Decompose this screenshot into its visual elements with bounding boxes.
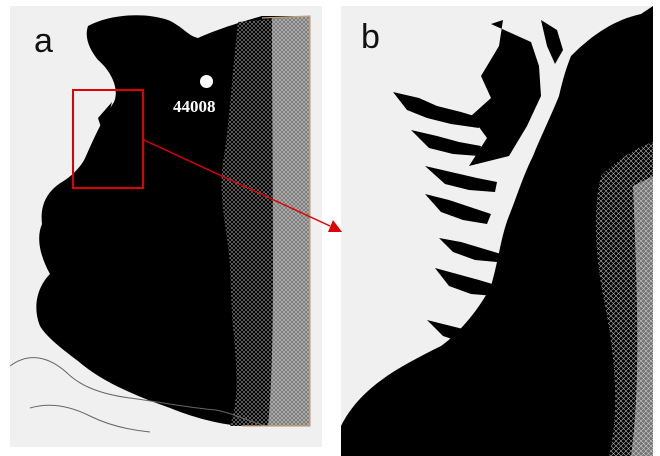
estuary-channels (393, 20, 563, 362)
bay-inlets (98, 102, 134, 162)
buoy-marker (200, 75, 213, 88)
coastline (10, 357, 267, 433)
panel-label-b: b (361, 18, 380, 56)
map-panel-a: a 44008 (10, 6, 322, 447)
buoy-label: 44008 (173, 97, 216, 116)
panel-label-a: a (34, 22, 53, 60)
map-panel-b: b (341, 6, 653, 456)
mesh-zoom-map (341, 6, 653, 456)
mesh-domain-map (10, 15, 311, 433)
inset-extent-box (72, 89, 144, 189)
ocean-mesh (341, 6, 653, 456)
